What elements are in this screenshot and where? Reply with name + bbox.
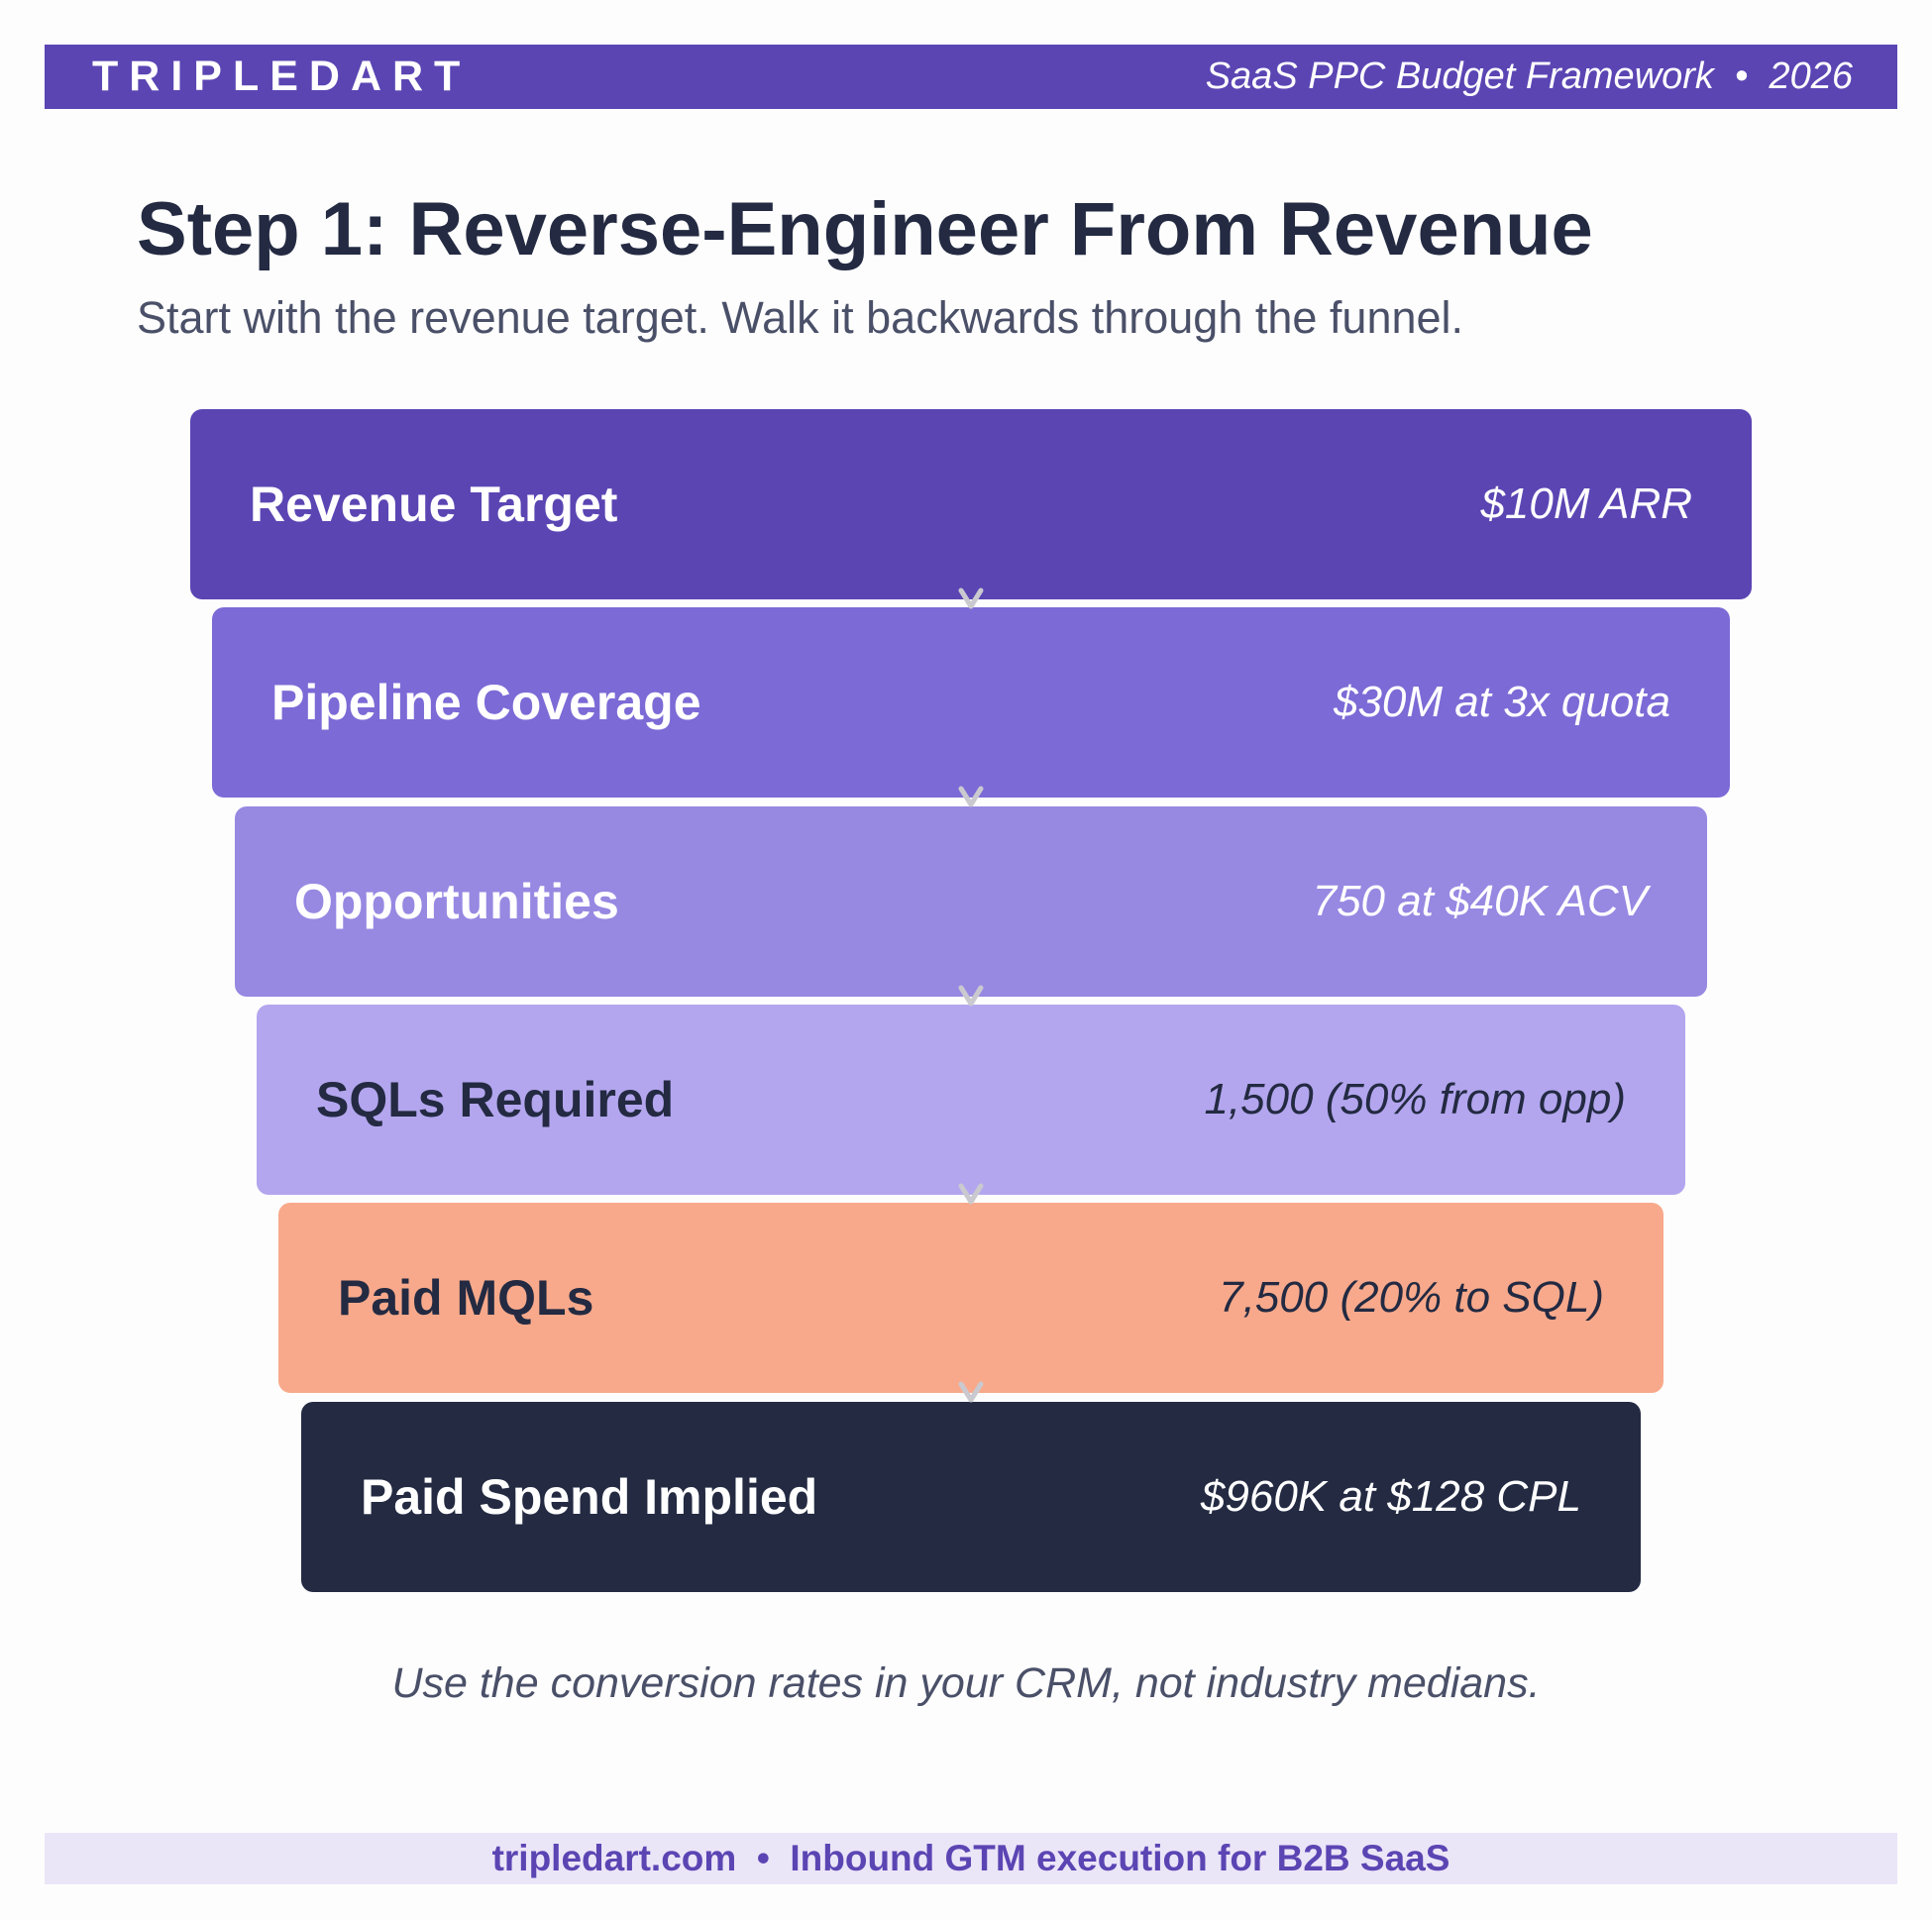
funnel-stage-paid-spend-implied: Paid Spend Implied $960K at $128 CPL: [301, 1402, 1641, 1592]
stage-value: 7,500 (20% to SQL): [1219, 1273, 1604, 1322]
stage-label: SQLs Required: [316, 1072, 675, 1127]
page-subtitle: Start with the revenue target. Walk it b…: [137, 292, 1464, 343]
stage-label: Paid Spend Implied: [361, 1469, 818, 1525]
stage-label: Revenue Target: [250, 477, 618, 532]
stage-label: Opportunities: [294, 874, 619, 929]
stage-value: 1,500 (50% from opp): [1204, 1075, 1626, 1123]
funnel-stage-paid-mqls: Paid MQLs 7,500 (20% to SQL): [278, 1203, 1664, 1393]
chevron-down-icon: [958, 1183, 984, 1205]
funnel-stage-opportunities: Opportunities 750 at $40K ACV: [235, 806, 1707, 997]
brand-logo: TRIPLEDART: [92, 53, 472, 100]
footnote: Use the conversion rates in your CRM, no…: [391, 1659, 1541, 1707]
stage-value: $960K at $128 CPL: [1200, 1472, 1581, 1521]
footer-bar: tripledart.com • Inbound GTM execution f…: [45, 1833, 1897, 1884]
page-title: Step 1: Reverse-Engineer From Revenue: [137, 187, 1593, 271]
funnel-stage-sqls-required: SQLs Required 1,500 (50% from opp): [257, 1005, 1685, 1195]
stage-value: $10M ARR: [1480, 480, 1692, 528]
stage-value: 750 at $40K ACV: [1312, 877, 1648, 925]
funnel-stage-revenue-target: Revenue Target $10M ARR: [190, 409, 1752, 599]
stage-value: $30M at 3x quota: [1333, 678, 1670, 726]
header-subtitle: SaaS PPC Budget Framework • 2026: [1205, 55, 1853, 97]
chevron-down-icon: [958, 1381, 984, 1403]
funnel-stage-pipeline-coverage: Pipeline Coverage $30M at 3x quota: [212, 607, 1730, 798]
stage-label: Pipeline Coverage: [271, 675, 701, 730]
chevron-down-icon: [958, 985, 984, 1007]
chevron-down-icon: [958, 587, 984, 609]
header-bar: TRIPLEDART SaaS PPC Budget Framework • 2…: [45, 45, 1897, 109]
footer-text: tripledart.com • Inbound GTM execution f…: [491, 1838, 1450, 1878]
stage-label: Paid MQLs: [338, 1270, 594, 1326]
chevron-down-icon: [958, 786, 984, 807]
